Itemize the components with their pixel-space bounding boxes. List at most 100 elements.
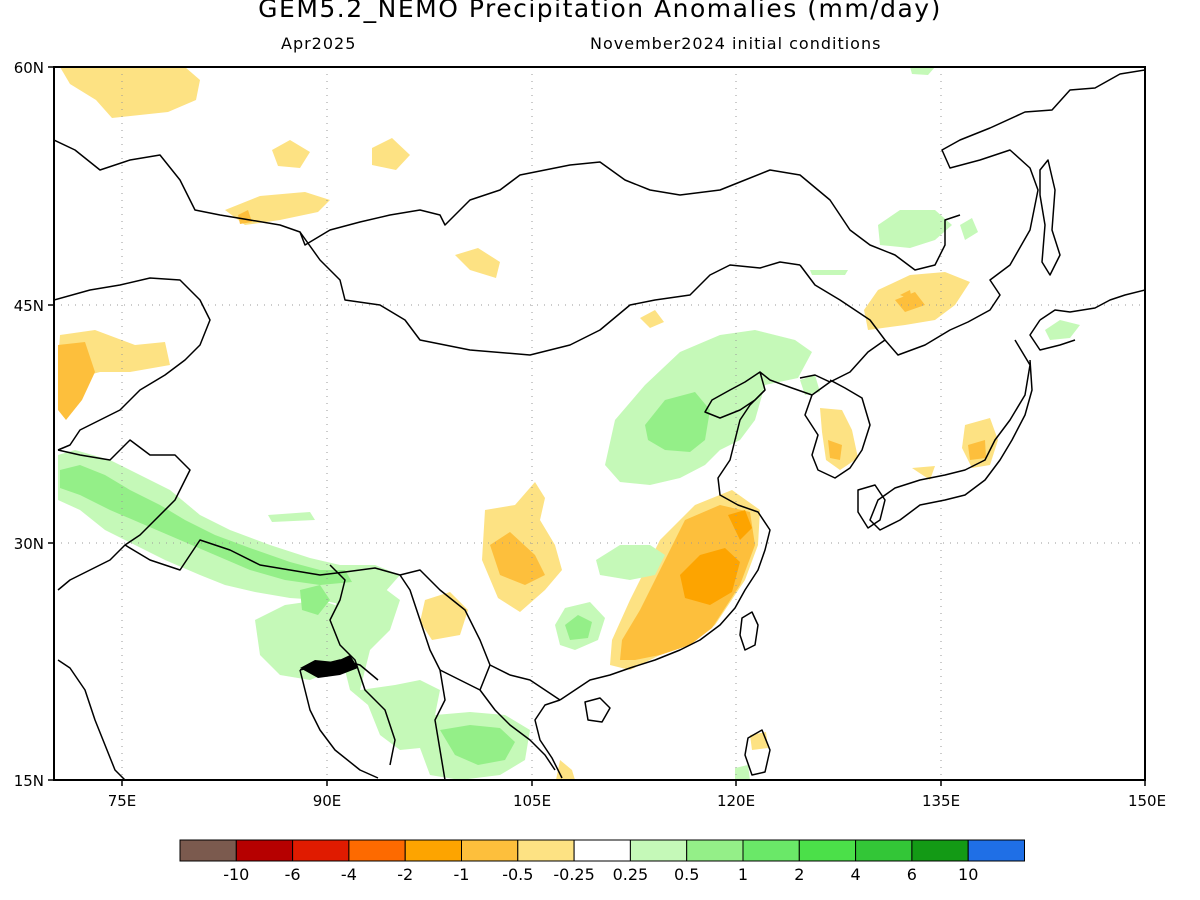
anomaly-region-shanxi-core: [645, 392, 710, 452]
anomaly-region-mongolia-west: [455, 248, 500, 278]
colorbar-swatch: [742, 839, 800, 862]
coastline-india: [57, 659, 379, 780]
colorbar: -10 -6 -4 -2 -1 -0.5 -0.25 0.25 0.5 1 2 4 6 10: [179, 839, 1026, 884]
dry-strong-anomaly-regions: [680, 510, 752, 605]
lon-label-75e: 75E: [108, 792, 137, 810]
anomaly-region-central-asia-core: [58, 342, 95, 420]
border-indochina: [439, 664, 556, 771]
colorbar-label: 0.25: [613, 865, 649, 884]
anomaly-region-korea: [820, 408, 858, 470]
colorbar-label: 6: [907, 865, 917, 884]
coastline-indochina: [534, 699, 563, 779]
anomaly-region-himalaya: [58, 450, 400, 605]
wet-light-anomaly-regions: [58, 67, 1080, 780]
anomaly-region-amur: [878, 210, 952, 248]
anomaly-region-india-east: [255, 600, 358, 680]
anomaly-region-kazakh-north: [225, 192, 330, 225]
anomaly-region-korea-core: [828, 440, 842, 460]
colorbar-label: -0.25: [553, 865, 594, 884]
colorbar-swatch: [573, 839, 631, 862]
forecast-month: Apr2025: [281, 34, 357, 53]
coastline-hainan: [584, 697, 611, 723]
colorbar-swatch: [292, 839, 350, 862]
colorbar-swatch: [911, 839, 969, 862]
anomaly-region-north-korea: [800, 375, 820, 395]
colorbar-swatch: [404, 839, 463, 862]
colorbar-label: 2: [794, 865, 804, 884]
anomaly-region-tibet: [268, 512, 315, 522]
coastline-japan-honshu: [869, 339, 1033, 531]
lon-label-105e: 105E: [513, 792, 551, 810]
longitude-labels: 75E 90E 105E 120E 135E 150E: [108, 792, 1166, 810]
border-kazakhstan-china: [54, 277, 211, 451]
lon-label-90e: 90E: [313, 792, 342, 810]
anomaly-region-siberia-spot1: [272, 140, 310, 168]
anomaly-region-japan-core: [968, 440, 986, 460]
chart-title: GEM5.2_NEMO Precipitation Anomalies (mm/…: [258, 0, 942, 23]
colorbar-swatch: [517, 839, 575, 862]
coastline-bay-of-bengal: [299, 669, 379, 779]
anomaly-region-far-north: [910, 67, 935, 75]
anomaly-region-vietnam: [556, 760, 575, 780]
anomaly-region-taiwan: [750, 732, 768, 750]
colorbar-swatch: [855, 839, 913, 862]
anomaly-region-india-north: [300, 585, 330, 615]
coastline-ganges-delta: [300, 655, 358, 678]
axis-ticks: [48, 66, 1146, 786]
lon-label-150e: 150E: [1128, 792, 1166, 810]
lon-label-135e: 135E: [922, 792, 960, 810]
colorbar-label: -6: [285, 865, 301, 884]
colorbar-swatch: [461, 839, 519, 862]
anomaly-region-hubei: [596, 545, 665, 580]
colorbar-swatch: [348, 839, 406, 862]
anomaly-region-zhejiang-core: [680, 548, 740, 605]
colorbar-swatch: [629, 839, 688, 862]
lat-label-30n: 30N: [14, 535, 44, 553]
anomaly-fields: [58, 67, 1080, 780]
anomaly-region-siberia-spot2: [372, 138, 410, 170]
border-russia-central-asia: [54, 139, 961, 271]
coastline-philippines: [744, 729, 771, 776]
anomaly-region-japan-south: [912, 466, 935, 480]
lat-label-60n: 60N: [14, 59, 44, 77]
colorbar-label: -4: [341, 865, 357, 884]
colorbar-swatch: [686, 839, 744, 862]
anomaly-region-philippines: [735, 765, 750, 780]
colorbar-label: 4: [851, 865, 861, 884]
coastline-east-asia: [804, 69, 1145, 479]
anomaly-region-lake-spot: [900, 290, 912, 300]
colorbar-label: -2: [397, 865, 413, 884]
colorbar-label: -1: [454, 865, 470, 884]
anomaly-region-manchuria-core: [895, 292, 925, 312]
colorbar-label: 10: [958, 865, 978, 884]
anomaly-region-inner-mongolia: [640, 310, 664, 328]
colorbar-swatch: [798, 839, 857, 862]
coastline-taiwan: [739, 611, 759, 651]
coastline-sakhalin: [1039, 159, 1061, 276]
lat-label-45n: 45N: [14, 297, 44, 315]
anomaly-region-himalaya-core: [60, 465, 352, 585]
coastline-hokkaido: [1029, 289, 1145, 351]
anomaly-region-hokkaido: [1045, 320, 1080, 340]
colorbar-label: -10: [223, 865, 249, 884]
lat-label-15n: 15N: [14, 772, 44, 790]
colorbar-label: 1: [738, 865, 748, 884]
map-frame: [53, 66, 1146, 781]
anomaly-region-guangxi-core: [565, 615, 592, 640]
coastline-bohai: [704, 371, 766, 419]
anomaly-region-sakhalin-spot: [960, 218, 978, 240]
coastline-kyushu: [857, 484, 886, 529]
anomaly-region-north-china: [605, 330, 812, 485]
latitude-labels: 60N 45N 30N 15N: [14, 59, 44, 790]
anomaly-region-siberia-nw: [60, 67, 200, 118]
lon-label-120e: 120E: [717, 792, 755, 810]
anomaly-region-anhui-core: [728, 510, 752, 540]
border-himalaya: [124, 539, 561, 701]
wet-medium-anomaly-regions: [60, 392, 710, 765]
colorbar-swatch: [179, 839, 237, 862]
anomaly-region-mongolia-east: [810, 270, 848, 275]
border-northeast-china: [799, 264, 886, 341]
colorbar-swatch: [235, 839, 294, 862]
colorbar-label: 0.5: [674, 865, 699, 884]
